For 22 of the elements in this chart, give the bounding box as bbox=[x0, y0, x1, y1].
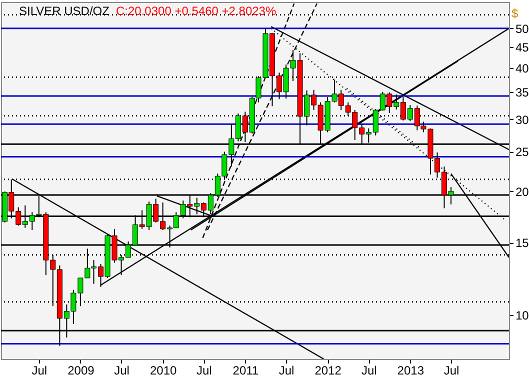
x-tick-label: 2009 bbox=[68, 364, 95, 378]
x-tick-label: Jul bbox=[444, 364, 460, 378]
x-tick-label: Jul bbox=[196, 364, 212, 378]
y-tick-label: 50 bbox=[516, 22, 529, 36]
y-tick-label: 15 bbox=[516, 236, 529, 250]
y-tick-label: 25 bbox=[516, 145, 529, 160]
x-tick-label: Jul bbox=[114, 364, 130, 378]
y-tick-label: 40 bbox=[516, 62, 529, 76]
x-tick-label: Jul bbox=[32, 364, 48, 378]
x-tick-label: 2013 bbox=[397, 364, 424, 378]
x-tick-label: 2012 bbox=[314, 364, 342, 378]
y-axis-title: $ bbox=[512, 6, 518, 20]
x-tick-label: Jul bbox=[361, 364, 377, 378]
y-tick-label: 20 bbox=[516, 184, 529, 199]
x-tick-label: 2010 bbox=[150, 364, 177, 378]
x-tick-label: 2011 bbox=[232, 364, 259, 378]
x-tick-label: Jul bbox=[278, 364, 294, 378]
y-tick-label: 10 bbox=[516, 308, 529, 322]
chart-subtitle: C:20.0300 +0.5460 +2.8023% bbox=[116, 4, 276, 18]
y-tick-label: 30 bbox=[516, 112, 529, 127]
y-tick-label: 45 bbox=[516, 40, 529, 55]
y-tick-label: 35 bbox=[516, 85, 529, 100]
